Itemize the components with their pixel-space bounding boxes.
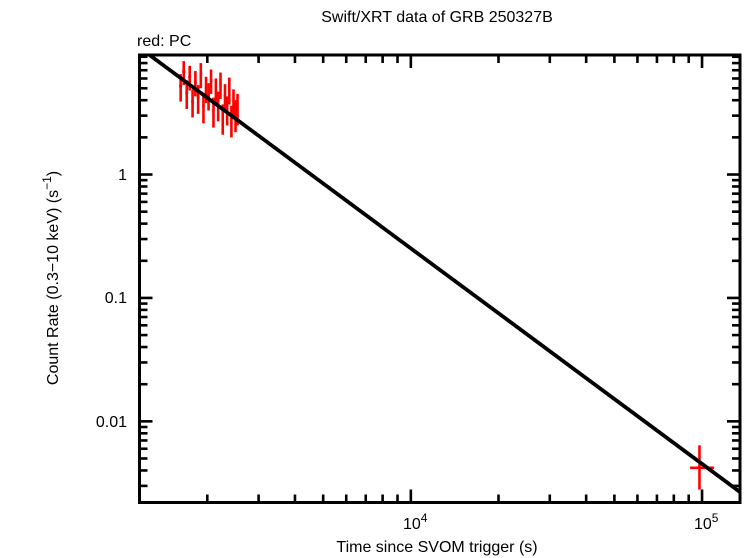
y-axis-label: Count Rate (0.3−10 keV) (s−1) — [40, 171, 62, 385]
chart-title: Swift/XRT data of GRB 250327B — [321, 9, 553, 26]
plot-frame — [138, 53, 742, 504]
x-axis-label: Time since SVOM trigger (s) — [336, 539, 537, 556]
y-tick-label-0p1: 0.1 — [105, 290, 127, 307]
fit-line — [148, 53, 742, 494]
x-tick-1e5-exp: 5 — [712, 511, 719, 525]
x-tick-label-1e4: 104 — [403, 511, 428, 533]
y-axis-label-main: Count Rate (0.3−10 keV) (s — [45, 190, 62, 385]
y-axis-label-end: ) — [45, 171, 62, 176]
x-tick-1e4-base: 10 — [403, 516, 421, 533]
y-tick-label-1: 1 — [118, 167, 127, 184]
y-tick-label-0p01: 0.01 — [96, 414, 127, 431]
plot-graphics — [138, 53, 742, 504]
x-tick-1e5-base: 10 — [694, 516, 712, 533]
legend-note-red-pc: red: PC — [137, 33, 192, 50]
y-axis-label-sup: −1 — [40, 176, 54, 190]
x-tick-1e4-exp: 4 — [421, 511, 428, 525]
x-tick-label-1e5: 105 — [694, 511, 719, 533]
